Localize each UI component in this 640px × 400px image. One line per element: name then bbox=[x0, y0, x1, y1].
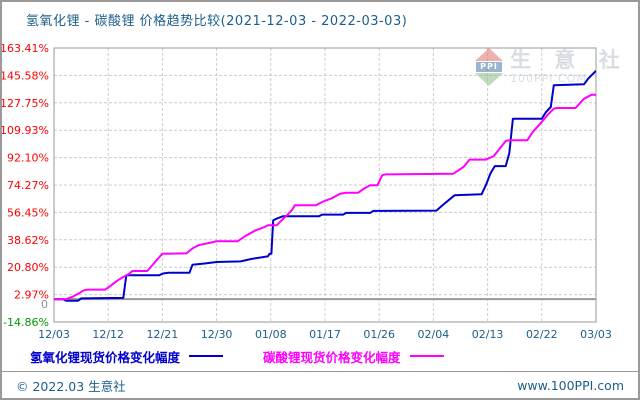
x-tick-label: 02/04 bbox=[418, 328, 450, 341]
y-tick-label: 127.75% bbox=[2, 97, 49, 110]
y-tick-label: -14.86% bbox=[3, 316, 49, 329]
x-tick-label: 02/13 bbox=[472, 328, 504, 341]
x-tick-label: 12/12 bbox=[92, 328, 124, 341]
legend-label-li2co3: 碳酸锂现货价格变化幅度 bbox=[263, 349, 401, 365]
x-tick-label: 01/26 bbox=[363, 328, 395, 341]
x-tick-label: 01/08 bbox=[255, 328, 287, 341]
x-tick-label: 12/03 bbox=[38, 328, 70, 341]
y-tick-label: 74.27% bbox=[7, 179, 49, 192]
y-tick-label: 109.93% bbox=[2, 124, 49, 137]
zero-tick-label: 0 bbox=[41, 298, 48, 311]
chart-title: 氢氧化锂 - 碳酸锂 价格趋势比较(2021-12-03 - 2022-03-0… bbox=[26, 14, 408, 29]
y-tick-label: 163.41% bbox=[2, 42, 49, 55]
legend-label-lioh: 氢氧化锂现货价格变化幅度 bbox=[30, 349, 181, 365]
y-tick-label: 38.62% bbox=[7, 234, 49, 247]
legend-line-sample-lioh bbox=[189, 355, 224, 357]
legend-item-lioh: 氢氧化锂现货价格变化幅度 bbox=[30, 347, 224, 366]
copyright-text: © 2022.03 生意社 bbox=[16, 378, 126, 394]
y-tick-label: 20.80% bbox=[7, 261, 49, 274]
y-tick-label: 2.97% bbox=[14, 289, 49, 302]
legend-item-li2co3: 碳酸锂现货价格变化幅度 bbox=[263, 347, 444, 366]
legend-line-sample-li2co3 bbox=[409, 355, 444, 357]
y-tick-label: 92.10% bbox=[7, 152, 49, 165]
x-tick-label: 12/30 bbox=[201, 328, 233, 341]
x-tick-label: 02/22 bbox=[526, 328, 558, 341]
price-trend-chart: 163.41% 145.58% 127.75% 109.93% 92.10% 74.27%… bbox=[2, 42, 612, 341]
plot-border bbox=[53, 47, 597, 323]
y-tick-label: 145.58% bbox=[2, 69, 49, 82]
chart-legend: 氢氧化锂现货价格变化幅度 碳酸锂现货价格变化幅度 bbox=[2, 345, 638, 367]
footer-bar: © 2022.03 生意社 www.100PPI.com bbox=[2, 371, 638, 398]
x-tick-label: 12/21 bbox=[147, 328, 179, 341]
y-tick-label: 56.45% bbox=[7, 206, 49, 219]
x-tick-label: 01/17 bbox=[309, 328, 341, 341]
series-line-lioh bbox=[54, 70, 596, 302]
series-line-li2co3 bbox=[54, 93, 596, 301]
site-link[interactable]: www.100PPI.com bbox=[517, 377, 624, 393]
x-tick-label: 03/03 bbox=[580, 328, 612, 341]
